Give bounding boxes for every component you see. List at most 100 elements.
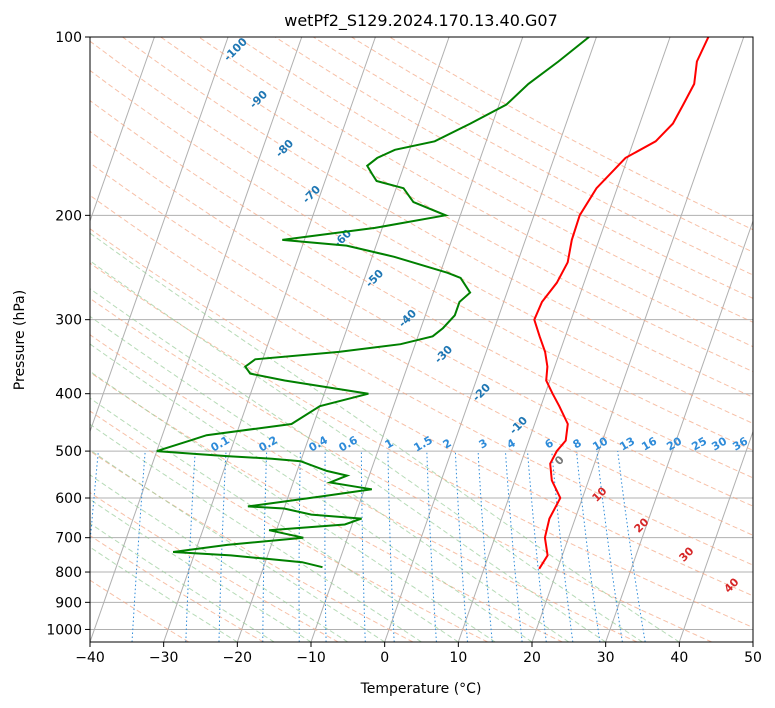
temperature-line [533,37,710,570]
y-axis-label: Pressure (hPa) [12,290,28,390]
mixing-ratio-line [617,451,646,642]
y-tick-label: 100 [55,30,82,46]
x-tick-label: −10 [296,650,326,666]
dry-adiabat [90,69,753,451]
x-tick-label: 50 [744,650,762,666]
mixing-ratio-line [185,451,196,642]
mixing-ratio-label: 20 [664,434,684,453]
isotherm-line [90,37,155,223]
dry-adiabat-label: -50 [363,267,386,290]
mixing-ratio-label: 36 [730,434,750,453]
dewpoint-line [156,37,590,569]
moist-adiabat [90,498,312,642]
dry-adiabat [90,130,753,507]
isotherm-line [384,37,597,642]
moist-adiabat [90,546,238,642]
y-tick-label: 1000 [46,622,82,638]
x-tick-label: −20 [223,650,253,666]
moist-adiabat [90,449,385,642]
dry-adiabat [90,194,753,566]
x-tick-label: 30 [597,650,615,666]
moist-adiabat [90,423,422,642]
isotherm-line [752,640,753,642]
dry-adiabat-label: -20 [470,381,493,404]
y-tick-label: 300 [55,313,82,329]
dry-adiabat [90,262,753,629]
dry-adiabat-label: 30 [677,544,697,564]
mixing-ratio-label: 30 [709,434,729,453]
dry-adiabat [122,37,753,398]
dry-adiabat-label: -100 [221,35,250,64]
mixing-ratio-line [360,451,366,642]
mixing-ratio-label: 10 [590,434,610,453]
mixing-ratio-label: 8 [571,436,584,451]
dry-adiabat [90,371,563,642]
isotherm-line [457,37,671,642]
mixing-ratio-line [576,451,601,642]
moist-adiabat [90,343,533,642]
background-lines [0,37,753,642]
mixing-ratio-line [324,451,327,642]
x-tick-label: 10 [449,650,467,666]
moist-adiabat [90,370,496,642]
dry-adiabat-label: -40 [396,307,419,330]
x-tick-label: −30 [149,650,179,666]
dry-adiabat-label: -30 [432,343,455,366]
moist-adiabat [90,232,680,642]
dry-adiabat [236,37,753,323]
mixing-ratio-line [262,451,268,642]
mixing-ratio-line [504,451,523,642]
x-tick-label: 20 [523,650,541,666]
y-tick-label: 700 [55,531,82,547]
dry-adiabat [90,99,753,479]
dry-adiabat [90,228,753,597]
moist-adiabat [90,260,643,642]
dry-adiabat [90,410,488,642]
mixing-ratio-line [527,451,547,642]
dry-adiabat-label: -90 [247,88,270,111]
dry-adiabat [90,534,264,642]
x-tick-label: 40 [670,650,688,666]
isotherm-line [90,37,303,642]
y-tick-label: 500 [55,444,82,460]
mixing-ratio-label: 16 [639,434,659,453]
y-tick-label: 800 [55,565,82,581]
dry-adiabat [274,37,753,299]
dry-adiabat [198,37,753,348]
dry-adiabat-label: -70 [300,183,323,206]
dry-adiabat [160,37,753,373]
y-tick-label: 400 [55,387,82,403]
moist-adiabat [90,315,570,642]
dry-adiabat [389,37,753,231]
isotherm-line [605,219,753,642]
dry-adiabat [90,450,414,642]
moist-adiabat [90,397,459,642]
dry-adiabat [90,579,190,642]
dry-adiabat [90,297,712,642]
x-axis-label: Temperature (°C) [360,681,482,697]
moist-adiabat [90,522,275,642]
mixing-ratio-label: 13 [617,435,637,454]
y-tick-label: 900 [55,595,82,611]
mixing-ratio-label: 4 [505,436,518,451]
mixing-ratio-line [298,451,301,642]
mixing-ratio-line [90,451,99,549]
axis-ticks: −40 −30 −20 −10 0 10 20 30 40 50 1000 900 800 700 600 5… [46,30,762,666]
isotherm-line [163,37,376,642]
mixing-ratio-line [477,451,493,642]
dry-adiabat-label: 40 [722,575,742,595]
plot-frame [89,36,754,643]
dry-adiabat [90,40,753,425]
dry-adiabat-label: 10 [590,484,610,504]
isotherm-line [0,37,7,642]
mixing-ratio-line [426,451,437,642]
chart-title: wetPf2_S129.2024.170.13.40.G07 [284,11,558,31]
mixing-ratio-line [551,451,574,642]
x-tick-label: 0 [380,650,389,666]
y-tick-label: 200 [55,208,82,224]
moist-adiabat [90,288,606,642]
dry-adiabat-label: -10 [507,414,530,437]
x-tick-label: −40 [75,650,105,666]
